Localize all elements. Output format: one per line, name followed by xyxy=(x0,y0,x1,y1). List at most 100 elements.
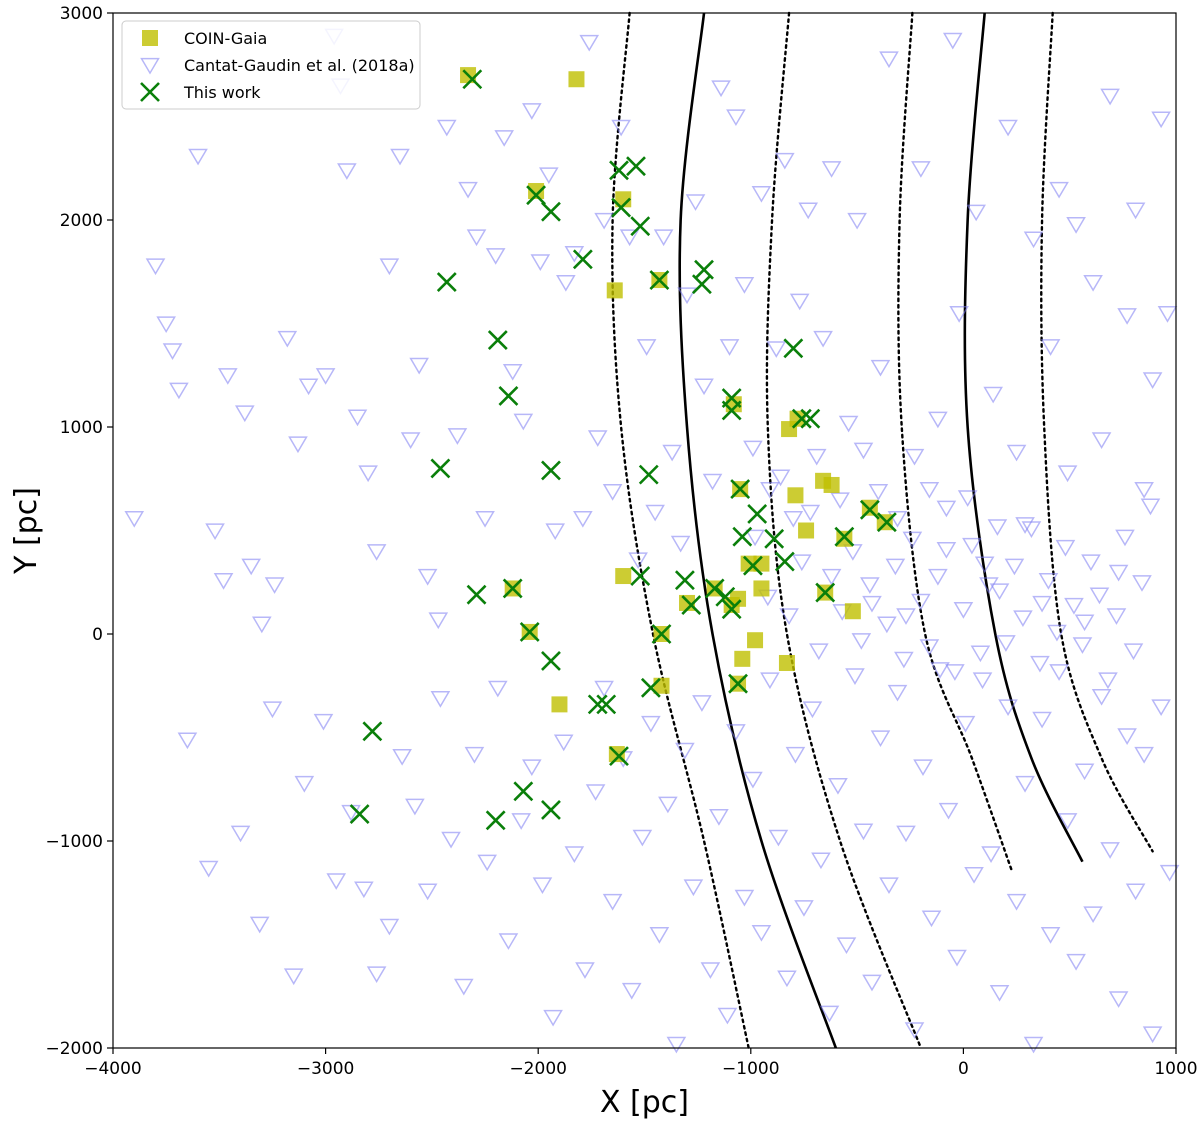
triangle-point xyxy=(277,330,298,348)
cross-point xyxy=(876,512,897,533)
cross-point xyxy=(430,458,451,479)
legend-marker-1 xyxy=(140,57,160,75)
triangle-point xyxy=(441,831,461,849)
triangle-point xyxy=(964,866,984,884)
triangle-point xyxy=(904,1022,925,1039)
legend-label-0: COIN-Gaia xyxy=(184,29,267,48)
x-tick-label: −4000 xyxy=(84,1059,142,1079)
triangle-point xyxy=(751,924,772,942)
cross-point xyxy=(791,408,812,429)
triangle-point xyxy=(1074,763,1095,781)
legend-marker-2 xyxy=(140,82,160,102)
triangle-point xyxy=(428,612,449,630)
triangle-point xyxy=(702,473,723,491)
plot-frame xyxy=(112,12,1177,1049)
triangle-point xyxy=(169,382,189,400)
cross-point xyxy=(730,479,751,500)
cross-point xyxy=(572,249,593,270)
triangle-point xyxy=(709,809,729,826)
square-point xyxy=(844,603,861,620)
triangle-point xyxy=(1100,88,1120,106)
triangle-point xyxy=(1047,624,1067,642)
cross-point xyxy=(513,781,534,802)
triangle-point xyxy=(966,204,986,222)
triangle-point xyxy=(853,442,874,460)
triangle-point xyxy=(1064,597,1084,615)
triangle-point xyxy=(564,245,585,263)
triangle-point xyxy=(252,616,272,634)
triangle-point xyxy=(996,635,1016,652)
triangle-point xyxy=(379,258,400,276)
triangle-point xyxy=(719,339,740,356)
triangle-point xyxy=(921,910,942,928)
cross-point xyxy=(651,624,672,644)
triangle-point xyxy=(743,771,763,789)
triangle-point xyxy=(522,103,542,120)
cross-point xyxy=(815,582,836,603)
triangle-point xyxy=(692,695,712,712)
cross-point xyxy=(630,566,651,586)
legend-marker-0 xyxy=(142,30,158,46)
triangle-point xyxy=(315,368,336,385)
triangle-point xyxy=(249,916,270,934)
triangle-point xyxy=(853,823,874,841)
triangle-point xyxy=(821,161,842,178)
triangle-point xyxy=(785,746,806,764)
triangle-point xyxy=(487,680,508,698)
triangle-point xyxy=(628,552,648,570)
triangle-point xyxy=(594,212,614,230)
triangle-point xyxy=(1023,1036,1044,1054)
triangle-point xyxy=(502,363,523,381)
triangle-point xyxy=(188,148,208,166)
triangle-point xyxy=(1074,614,1095,632)
triangle-point xyxy=(760,481,780,499)
triangle-point xyxy=(1098,672,1118,690)
triangle-point xyxy=(417,568,438,586)
triangle-point xyxy=(205,523,225,541)
triangle-point xyxy=(494,130,514,147)
triangle-point xyxy=(919,639,940,656)
spiral-arm-curves xyxy=(611,11,1154,1050)
triangle-point xyxy=(862,974,882,992)
triangle-point xyxy=(632,829,653,847)
triangle-point xyxy=(177,732,198,750)
triangle-point xyxy=(573,510,593,528)
triangle-point xyxy=(1140,498,1161,516)
legend-label-2: This work xyxy=(183,83,261,102)
triangle-point xyxy=(1134,481,1154,499)
triangle-point xyxy=(1091,432,1112,449)
triangle-point xyxy=(987,519,1008,536)
triangle-point xyxy=(264,577,285,594)
triangle-point xyxy=(217,368,238,385)
triangle-point xyxy=(666,1036,687,1054)
triangle-point xyxy=(743,440,763,458)
triangle-point xyxy=(1151,111,1171,129)
cross-point xyxy=(498,386,519,406)
triangle-point xyxy=(417,883,438,901)
cross-point xyxy=(674,570,695,591)
triangle-point xyxy=(1040,927,1061,944)
triangle-point xyxy=(1115,529,1135,547)
triangle-point xyxy=(337,163,357,180)
triangle-point xyxy=(436,119,457,137)
series-2 xyxy=(349,69,897,831)
triangle-point xyxy=(998,119,1018,137)
triangle-point xyxy=(879,877,899,895)
legend: COIN-Gaia Cantat-Gaudin et al. (2018a) Thi… xyxy=(121,20,421,110)
triangle-point xyxy=(1142,1026,1163,1044)
square-point xyxy=(823,476,840,493)
triangle-point xyxy=(981,846,1001,863)
triangle-point xyxy=(670,535,691,553)
triangle-point xyxy=(162,343,183,360)
triangle-point xyxy=(711,80,731,98)
triangle-point xyxy=(619,229,640,247)
square-point xyxy=(606,282,623,299)
square-point xyxy=(836,530,853,547)
cross-point xyxy=(541,460,561,481)
cross-point xyxy=(466,584,487,605)
triangle-point xyxy=(779,608,799,625)
triangle-point xyxy=(358,465,378,483)
cross-point xyxy=(609,746,629,767)
triangle-point xyxy=(1083,906,1103,924)
triangle-point xyxy=(775,152,795,170)
